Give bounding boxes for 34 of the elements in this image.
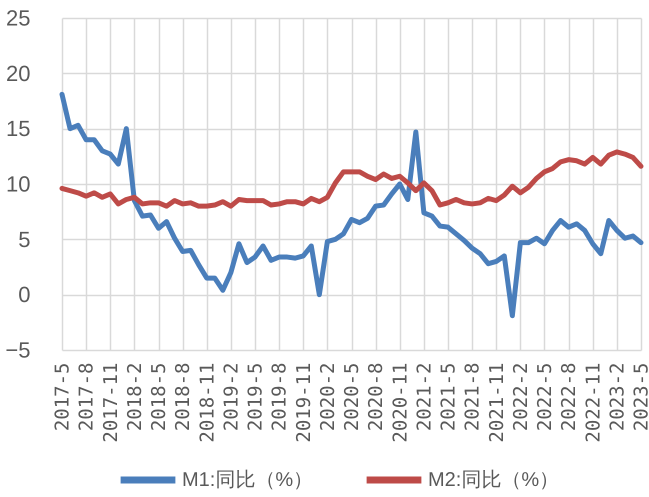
y-tick-label: 25 <box>6 6 30 30</box>
y-tick-label: 20 <box>6 60 30 86</box>
x-tick-label: 2017-8 <box>76 362 98 432</box>
legend-label: M1:同比（%） <box>182 469 314 491</box>
x-tick-label: 2019-2 <box>220 362 242 432</box>
x-tick-label: 2019-8 <box>268 362 291 432</box>
x-tick-label: 2021-11 <box>486 362 508 443</box>
x-tick-label: 2022-2 <box>510 362 532 432</box>
x-tick-label: 2020-11 <box>389 362 412 443</box>
x-tick-label: 2022-5 <box>534 362 556 432</box>
x-tick-label: 2019-5 <box>244 362 266 432</box>
x-tick-label: 2017-11 <box>100 362 122 443</box>
x-tick-label: 2020-8 <box>365 362 388 432</box>
y-tick-label: 0 <box>18 282 30 308</box>
x-tick-label: 2020-5 <box>341 362 363 432</box>
legend-label: M2:同比（%） <box>428 469 560 491</box>
x-tick-label: 2023-5 <box>630 362 649 432</box>
x-tick-label: 2018-11 <box>196 362 218 443</box>
x-tick-label: 2023-2 <box>606 362 628 432</box>
x-tick-label: 2021-8 <box>462 362 484 432</box>
x-tick-label: 2018-2 <box>124 362 146 432</box>
x-tick-label: 2022-11 <box>582 362 604 443</box>
x-tick-label: 2021-5 <box>438 362 460 432</box>
x-tick-label: 2022-8 <box>558 362 580 432</box>
y-tick-label: 10 <box>6 172 30 196</box>
x-tick-label: 2020-2 <box>316 362 339 432</box>
x-tick-label: 2019-11 <box>292 362 315 443</box>
y-tick-label: −5 <box>5 338 30 362</box>
x-tick-label: 2017-5 <box>52 362 74 432</box>
x-tick-label: 2018-5 <box>148 362 170 432</box>
y-tick-label: 15 <box>6 116 30 142</box>
y-tick-label: 5 <box>18 226 30 252</box>
x-tick-label: 2018-8 <box>172 362 194 432</box>
x-tick-label: 2021-2 <box>413 362 436 432</box>
